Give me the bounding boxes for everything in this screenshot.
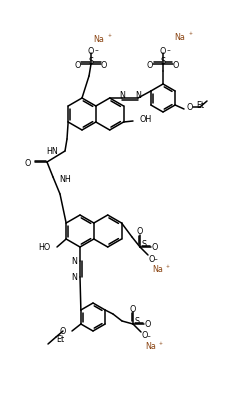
Text: O: O xyxy=(187,102,193,111)
Text: O: O xyxy=(130,304,136,313)
Text: $^-$: $^-$ xyxy=(166,48,172,54)
Text: S: S xyxy=(141,240,147,249)
Text: O: O xyxy=(160,47,166,55)
Text: O: O xyxy=(60,327,66,336)
Text: O: O xyxy=(147,60,153,69)
Text: O: O xyxy=(88,47,94,55)
Text: N: N xyxy=(71,273,77,282)
Text: Et: Et xyxy=(196,100,204,109)
Text: S: S xyxy=(89,56,94,65)
Text: Na: Na xyxy=(94,35,104,45)
Text: O: O xyxy=(142,331,148,340)
Text: N: N xyxy=(135,90,141,99)
Text: Na: Na xyxy=(153,265,163,274)
Text: O: O xyxy=(101,60,107,69)
Text: HN: HN xyxy=(46,147,58,156)
Text: O: O xyxy=(149,254,155,263)
Text: $^-$: $^-$ xyxy=(153,256,159,262)
Text: $^+$: $^+$ xyxy=(165,264,171,270)
Text: N: N xyxy=(119,90,125,99)
Text: Et: Et xyxy=(56,335,64,344)
Text: $^+$: $^+$ xyxy=(188,32,194,38)
Text: Na: Na xyxy=(146,342,156,351)
Text: O: O xyxy=(137,227,143,236)
Text: O: O xyxy=(75,60,81,69)
Text: O: O xyxy=(152,243,158,252)
Text: $^+$: $^+$ xyxy=(107,34,113,40)
Text: O: O xyxy=(173,60,179,69)
Text: Na: Na xyxy=(175,34,185,43)
Text: S: S xyxy=(160,56,165,65)
Text: HO: HO xyxy=(38,243,50,252)
Text: $^+$: $^+$ xyxy=(158,341,164,347)
Text: OH: OH xyxy=(139,115,151,124)
Text: O: O xyxy=(25,158,31,167)
Text: O: O xyxy=(145,320,151,329)
Text: S: S xyxy=(134,317,140,326)
Text: $^-$: $^-$ xyxy=(146,333,152,339)
Text: N: N xyxy=(71,256,77,265)
Text: $^-$: $^-$ xyxy=(94,48,100,54)
Text: NH: NH xyxy=(59,174,71,183)
